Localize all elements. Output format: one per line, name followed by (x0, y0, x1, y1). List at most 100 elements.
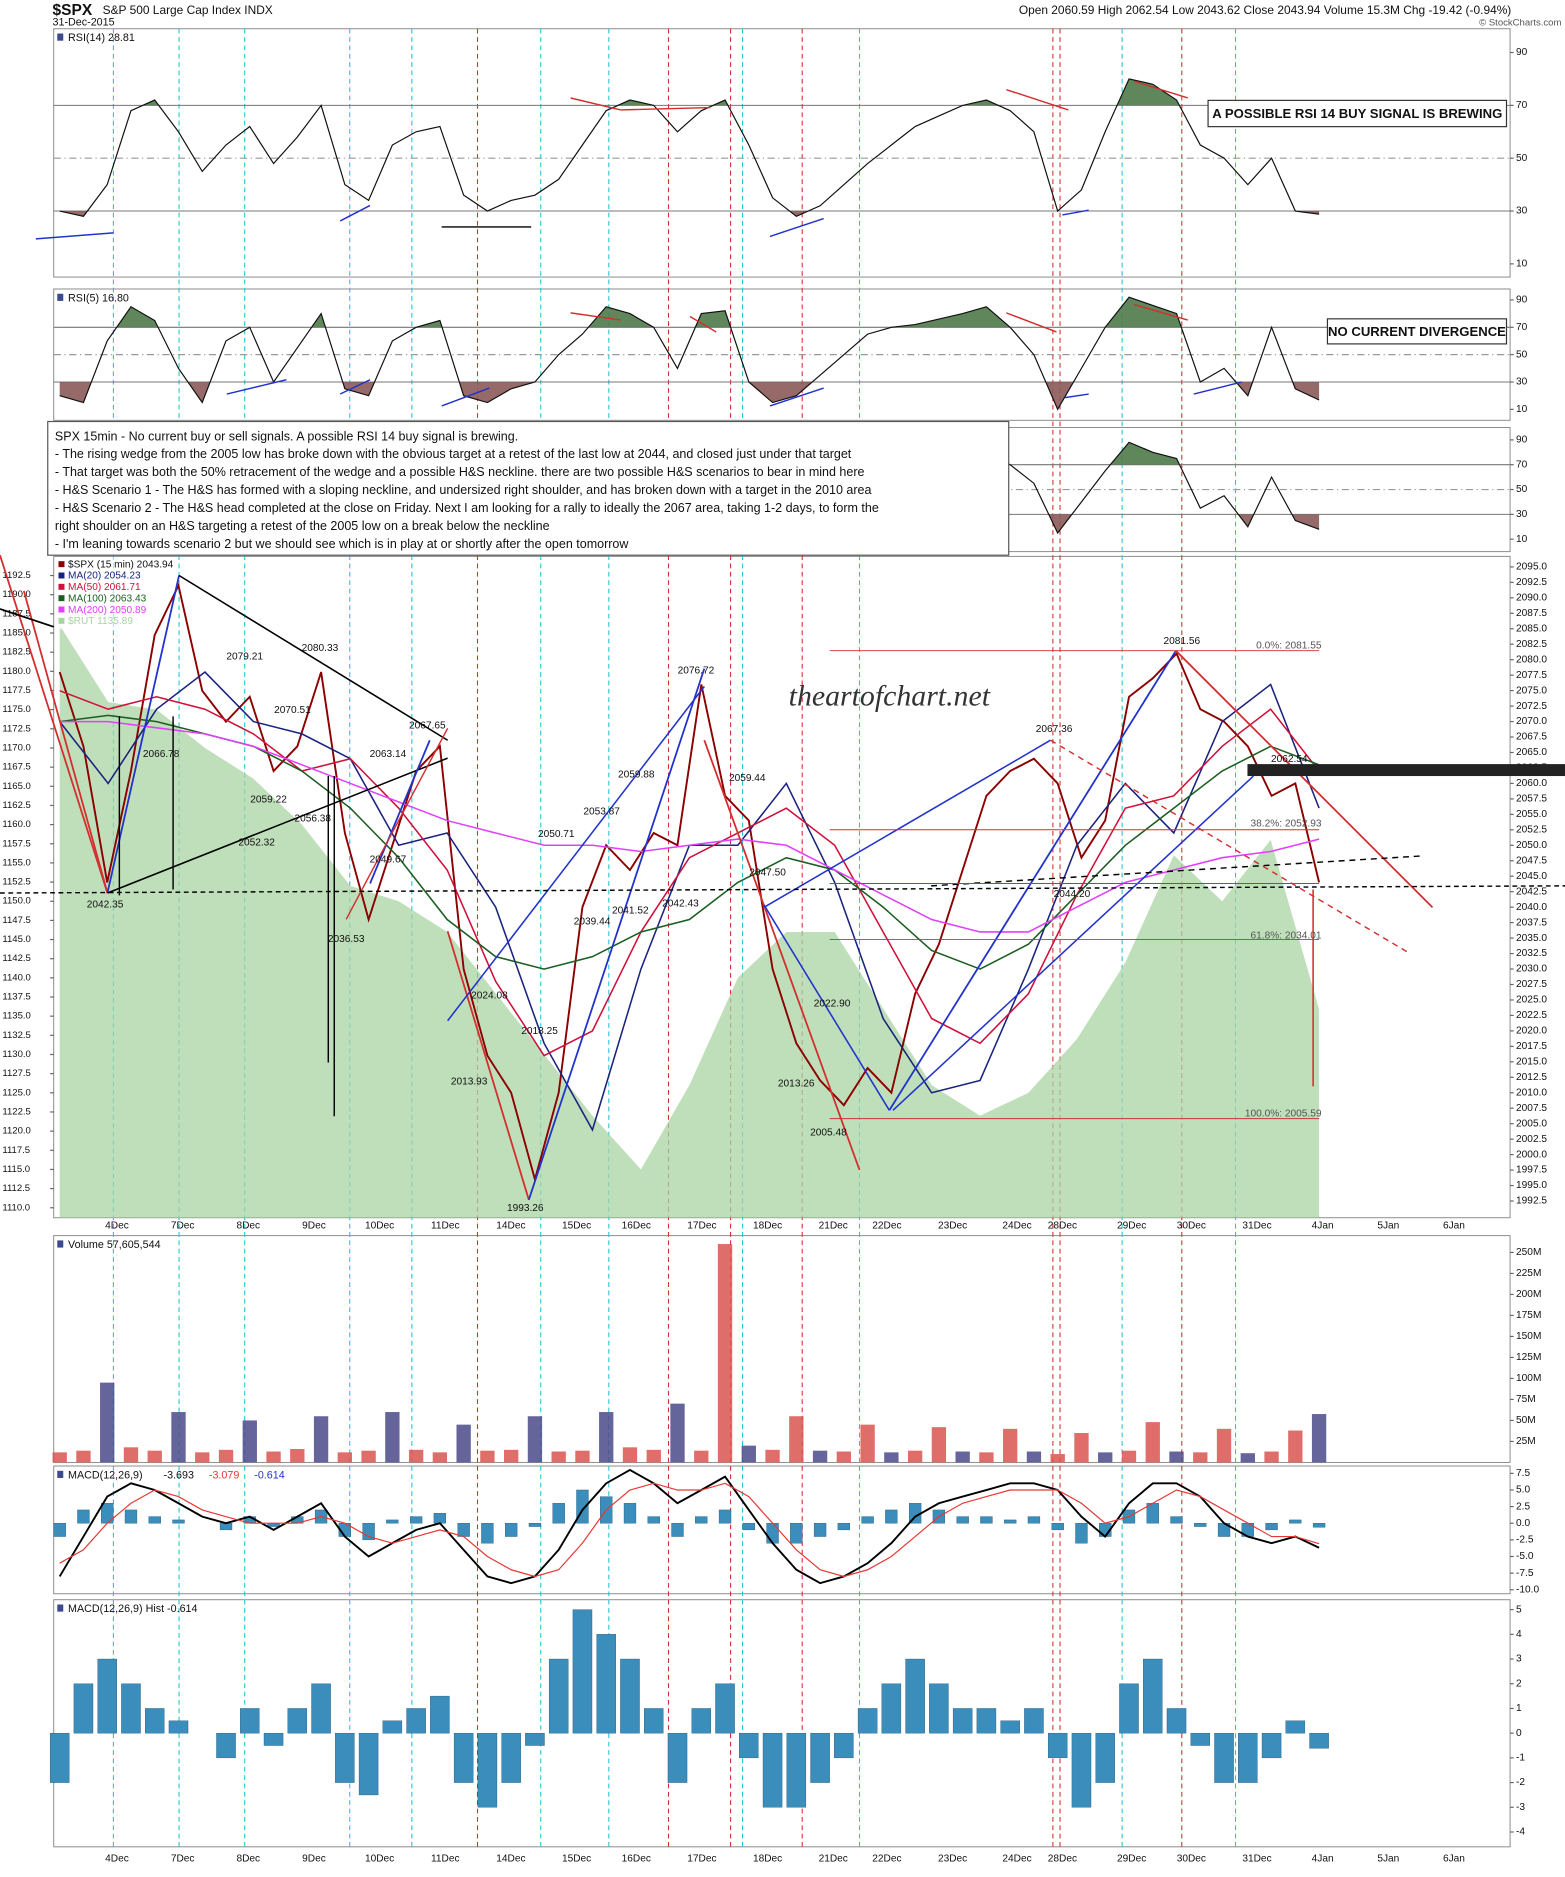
y-tick-label: 25M (1516, 1436, 1536, 1447)
legend-box (54, 557, 151, 630)
trend-arrow (769, 217, 824, 238)
volume-bar (218, 1449, 234, 1463)
volume-bar (551, 1451, 566, 1463)
bar (358, 1732, 379, 1796)
volume-bar (100, 1382, 115, 1463)
title-value: -0.614 (254, 1469, 284, 1481)
volume-bar (290, 1449, 305, 1463)
y-tick-label: 3 (1516, 1654, 1522, 1665)
x-tick-label: 24Dec (1002, 1853, 1031, 1864)
annotation-box (1207, 99, 1508, 128)
bar (552, 1503, 565, 1524)
y-tick-label: 10 (1516, 259, 1528, 270)
y-tick-label: 90 (1516, 435, 1528, 446)
trend-arrow (769, 387, 824, 407)
x-tick-label: 16Dec (622, 1853, 651, 1864)
bar (695, 1516, 708, 1524)
fib-label: 100.0%: 2005.59 (1245, 1109, 1322, 1120)
symbol: $SPX (53, 2, 93, 19)
bar (742, 1523, 755, 1531)
y-tick-label: -3 (1516, 1802, 1525, 1813)
x-tick-label: 30Dec (1177, 1853, 1206, 1864)
point-label: 1993.26 (507, 1203, 544, 1214)
volume-bar (313, 1416, 329, 1463)
bar (1170, 1516, 1183, 1524)
volume-bar (147, 1450, 162, 1463)
legend-entry: MA(20) 2054.23 (68, 571, 141, 582)
point-label: 2059.22 (250, 795, 287, 806)
trendline (1175, 650, 1434, 908)
bar (1265, 1523, 1278, 1531)
bar (667, 1732, 688, 1783)
volume-bar (884, 1452, 899, 1463)
bar (1071, 1732, 1092, 1808)
bar (311, 1683, 331, 1734)
bar (528, 1523, 542, 1527)
bar (430, 1695, 450, 1734)
y-tick-label: 2085.0 (1516, 623, 1547, 634)
bar (1004, 1519, 1017, 1524)
series-line (59, 714, 1320, 970)
point-label: 2059.44 (729, 773, 766, 784)
title-icon (57, 1470, 64, 1478)
y-tick-label: 2080.0 (1516, 654, 1547, 665)
y2-tick-label: 1127.5 (2, 1068, 30, 1079)
bar (1075, 1523, 1088, 1544)
volume-bar (599, 1412, 614, 1463)
y-tick-label: 2002.5 (1516, 1134, 1547, 1145)
bar (77, 1509, 90, 1524)
volume-bar (1264, 1451, 1279, 1463)
trendline (446, 930, 530, 1201)
trend-arrow (1133, 303, 1188, 321)
y-tick-label: 2 (1516, 1678, 1522, 1689)
trend-arrow (1006, 312, 1057, 333)
y-tick-label: 50 (1516, 349, 1528, 360)
legend-swatch (58, 583, 65, 590)
trend-arrow (339, 204, 371, 222)
trendline (447, 686, 705, 1022)
legend-entry: $SPX (15 min) 2043.94 (68, 559, 174, 570)
trend-arrow (1193, 381, 1242, 395)
y-tick-label: 2067.5 (1516, 732, 1547, 743)
bar (837, 1523, 850, 1531)
y-tick-label: -4 (1516, 1827, 1525, 1838)
y-tick-label: 5.0 (1516, 1485, 1530, 1496)
y-tick-label: 1995.0 (1516, 1180, 1547, 1191)
y-tick-label: 2012.5 (1516, 1072, 1547, 1083)
y-tick-label: 50M (1516, 1415, 1536, 1426)
bar (1261, 1732, 1282, 1759)
y-tick-label: 2022.5 (1516, 1010, 1547, 1021)
y-tick-label: 2.5 (1516, 1501, 1530, 1512)
note-line: - I'm leaning towards scenario 2 but we … (55, 537, 629, 551)
trend-arrow (339, 379, 371, 395)
bar (1214, 1732, 1234, 1783)
bar (121, 1683, 141, 1734)
credit: © StockCharts.com (1479, 17, 1561, 28)
volume-bar (1288, 1430, 1303, 1463)
fib-label: 0.0%: 2081.55 (1256, 641, 1322, 652)
bar (477, 1732, 498, 1808)
x-tick-label: 11Dec (431, 1853, 460, 1864)
legend-swatch (58, 606, 65, 613)
y-tick-label: 2095.0 (1516, 562, 1547, 573)
series-line (59, 296, 1320, 411)
bar (1095, 1732, 1115, 1783)
note-line: - H&S Scenario 1 - The H&S has formed wi… (55, 483, 872, 497)
y-tick-label: 2057.5 (1516, 794, 1547, 805)
bar (219, 1523, 233, 1531)
volume-bar (408, 1449, 424, 1463)
y-tick-label: 30 (1516, 377, 1528, 388)
y-tick-label: 2047.5 (1516, 855, 1547, 866)
y-tick-label: 7.5 (1516, 1468, 1530, 1479)
title-icon (57, 293, 64, 301)
volume-bar (860, 1424, 875, 1463)
y-tick-label: 5 (1516, 1604, 1522, 1615)
volume-bar (1050, 1454, 1065, 1463)
y-tick-label: 2045.0 (1516, 871, 1547, 882)
y2-tick-label: 1130.0 (2, 1049, 30, 1060)
x-tick-label: 21Dec (819, 1853, 848, 1864)
point-label: 2067.65 (409, 721, 446, 732)
y2-tick-label: 1157.5 (2, 838, 30, 849)
y2-tick-label: 1165.0 (2, 781, 30, 792)
y2-tick-label: 1140.0 (2, 972, 30, 983)
